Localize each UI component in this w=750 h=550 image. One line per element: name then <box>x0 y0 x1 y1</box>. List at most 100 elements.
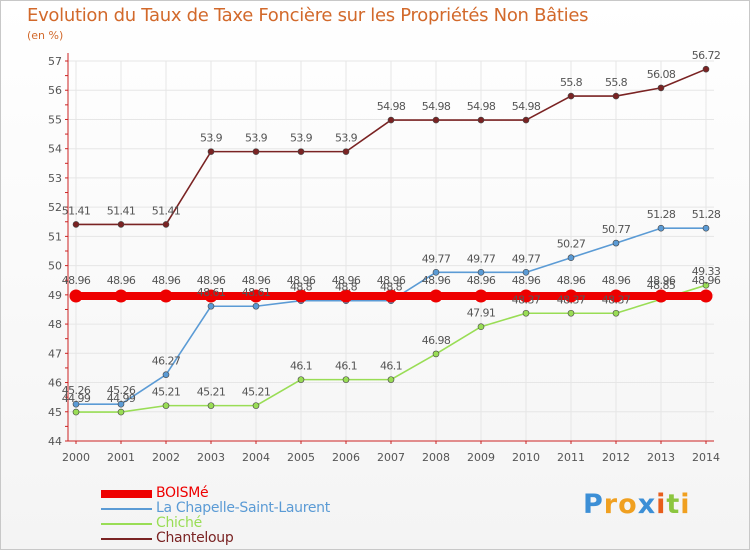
data-label: 51.28 <box>647 208 676 221</box>
data-point <box>474 289 488 303</box>
data-point <box>387 116 395 124</box>
data-label: 48.37 <box>602 293 631 306</box>
data-point <box>162 221 170 228</box>
data-point <box>342 148 350 155</box>
data-point <box>72 221 80 228</box>
x-tick-label: 2002 <box>152 451 180 464</box>
data-point <box>702 65 710 73</box>
data-label: 48.96 <box>647 274 676 287</box>
data-label: 51.28 <box>692 208 721 221</box>
data-point <box>567 92 575 100</box>
y-tick-label: 51 <box>48 230 62 243</box>
data-label: 47.91 <box>467 307 496 320</box>
chart-title: Evolution du Taux de Taxe Foncière sur l… <box>27 5 589 26</box>
data-label: 46.1 <box>380 360 402 373</box>
y-tick-label: 47 <box>48 347 62 360</box>
y-tick-label: 52 <box>48 201 62 214</box>
data-label: 46.1 <box>290 360 312 373</box>
brand-letter: x <box>637 489 657 520</box>
data-label: 50.77 <box>602 223 631 236</box>
data-label: 48.61 <box>242 286 271 299</box>
data-point <box>297 376 305 383</box>
legend-label-la-chapelle: La Chapelle-Saint-Laurent <box>156 500 330 516</box>
data-label: 51.41 <box>107 204 136 217</box>
brand-letter: r <box>603 489 619 520</box>
data-label: 55.8 <box>605 76 628 89</box>
data-point <box>522 116 530 124</box>
data-label: 54.98 <box>512 100 541 113</box>
data-point <box>702 224 710 232</box>
data-label: 49.33 <box>692 265 721 278</box>
x-tick-label: 2004 <box>242 451 270 464</box>
data-label: 46.1 <box>335 360 357 373</box>
data-point <box>522 309 530 317</box>
x-tick-label: 2003 <box>197 451 225 464</box>
series-3 <box>72 65 710 228</box>
legend-swatch-chanteloup <box>101 538 152 540</box>
data-point <box>114 289 128 303</box>
data-point <box>657 224 665 232</box>
data-label: 48.85 <box>647 279 676 292</box>
data-label: 48.96 <box>152 274 181 287</box>
data-label: 56.72 <box>692 49 721 62</box>
data-label: 55.8 <box>560 76 583 89</box>
data-label: 48.96 <box>242 274 271 287</box>
data-label: 48.8 <box>335 281 358 294</box>
x-tick-label: 2011 <box>557 451 585 464</box>
series-0 <box>69 289 713 303</box>
data-label: 53.9 <box>335 132 358 145</box>
legend-label-chiche: Chiché <box>156 515 202 531</box>
data-point <box>519 289 533 303</box>
data-label: 54.98 <box>422 100 451 113</box>
data-label: 54.98 <box>377 100 406 113</box>
data-label: 51.41 <box>62 204 91 217</box>
data-point <box>207 148 215 155</box>
data-point <box>612 92 620 100</box>
data-label: 53.9 <box>290 132 313 145</box>
data-label: 48.37 <box>512 293 541 306</box>
data-point <box>432 350 440 358</box>
y-tick-label: 54 <box>48 143 62 156</box>
data-label: 44.99 <box>107 392 136 405</box>
data-point <box>477 323 485 331</box>
brand-letter: P <box>583 489 604 520</box>
data-label: 48.37 <box>557 293 586 306</box>
series-2 <box>72 281 710 416</box>
data-label: 48.61 <box>197 286 226 299</box>
data-label: 44.99 <box>62 392 91 405</box>
x-tick-label: 2014 <box>692 451 720 464</box>
data-label: 48.96 <box>332 274 361 287</box>
data-point <box>657 84 665 92</box>
data-point <box>567 309 575 317</box>
y-tick-label: 46 <box>48 377 62 390</box>
data-label: 46.27 <box>152 355 181 368</box>
data-point <box>72 400 80 408</box>
data-point <box>612 239 620 247</box>
grid <box>68 60 714 442</box>
data-label: 48.96 <box>107 274 136 287</box>
data-label: 48.96 <box>287 274 316 287</box>
brand-logo: Proxiti <box>583 489 691 520</box>
data-label: 48.96 <box>422 274 451 287</box>
data-label: 48.96 <box>602 274 631 287</box>
legend-label-boisme: BOISMé <box>156 485 209 501</box>
brand-letter: o <box>618 489 638 520</box>
data-point <box>69 289 83 303</box>
data-point <box>522 269 530 276</box>
data-point <box>432 269 440 276</box>
data-point <box>429 289 443 303</box>
data-point <box>252 302 260 310</box>
x-tick-label: 2005 <box>287 451 315 464</box>
data-point <box>207 302 215 310</box>
y-tick-label: 44 <box>48 435 62 448</box>
data-point <box>117 221 125 228</box>
data-label: 54.98 <box>467 100 496 113</box>
data-label: 50.27 <box>557 238 586 251</box>
data-label: 48.8 <box>290 281 313 294</box>
data-point <box>342 376 350 383</box>
data-label: 45.21 <box>242 386 271 399</box>
y-tick-label: 56 <box>48 84 62 97</box>
data-point <box>564 289 578 303</box>
y-axis-unit: (en %) <box>27 29 64 42</box>
x-tick-label: 2013 <box>647 451 675 464</box>
